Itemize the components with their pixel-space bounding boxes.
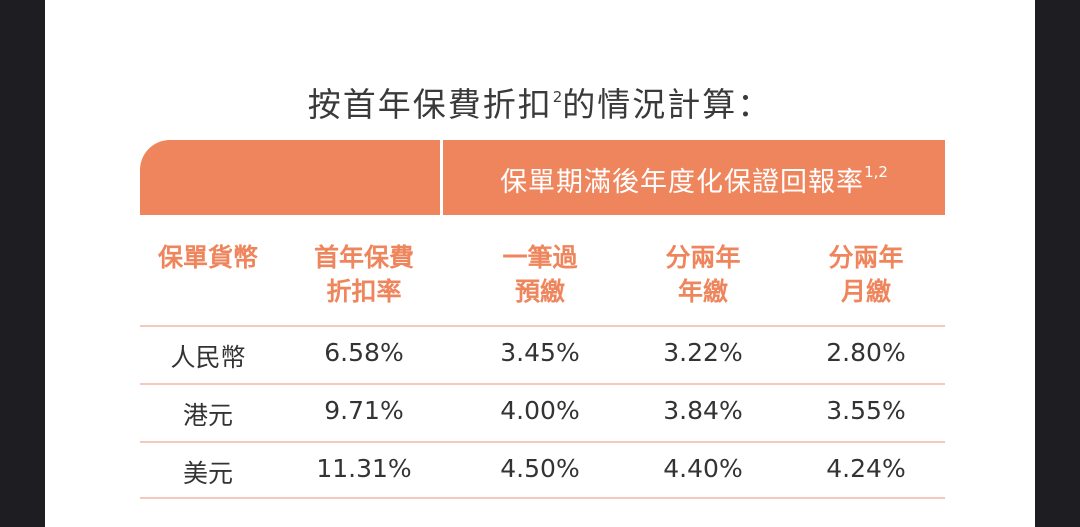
table-cell: 3.22% (663, 338, 743, 367)
column-header-line: 保單貨幣 (157, 243, 258, 272)
group-header-text: 保單期滿後年度化保證回報率 (500, 167, 865, 198)
table-cell: 11.31% (316, 454, 412, 483)
table-cell: 4.24% (826, 454, 906, 483)
group-header-sup: 1,2 (864, 163, 888, 181)
column-header-line: 分兩年 (828, 243, 904, 272)
table-cell: 3.45% (500, 338, 580, 367)
column-header-line: 月繳 (840, 277, 891, 306)
column-header: 分兩年 月繳 (791, 241, 941, 309)
table-cell: 3.55% (826, 396, 906, 425)
table-cell: 9.71% (324, 396, 404, 425)
table-cell: 3.84% (663, 396, 743, 425)
title-text: 按首年保費折扣 (307, 85, 553, 124)
row-rule (140, 441, 945, 443)
group-header: 保單期滿後年度化保證回報率1,2 (443, 160, 945, 199)
row-rule (140, 325, 945, 327)
column-header: 分兩年 年繳 (628, 241, 778, 309)
column-header-line: 分兩年 (665, 243, 741, 272)
table-cell: 4.40% (663, 454, 743, 483)
column-header-line: 預繳 (514, 277, 565, 306)
title-sup: 2 (552, 88, 563, 106)
header-band (140, 140, 440, 215)
column-header: 一筆過 預繳 (465, 241, 615, 309)
column-header-line: 年繳 (677, 277, 728, 306)
column-header-line: 首年保費 (313, 243, 414, 272)
row-rule (140, 497, 945, 499)
table-cell: 港元 (182, 401, 233, 430)
document: 按首年保費折扣2的情況計算： 保單期滿後年度化保證回報率1,2 保單貨幣 首年保費… (45, 0, 1035, 527)
column-header: 保單貨幣 (133, 241, 283, 275)
column-header-line: 一筆過 (502, 243, 578, 272)
table-cell: 美元 (182, 459, 233, 488)
column-header-line: 折扣率 (326, 277, 402, 306)
table-cell: 人民幣 (170, 343, 246, 372)
row-rule (140, 383, 945, 385)
title: 按首年保費折扣2的情況計算： (45, 78, 1035, 126)
table-cell: 4.50% (500, 454, 580, 483)
table-cell: 6.58% (324, 338, 404, 367)
header-band (443, 140, 945, 215)
title-text: 的情況計算： (562, 85, 773, 124)
column-header: 首年保費 折扣率 (289, 241, 439, 309)
table-cell: 4.00% (500, 396, 580, 425)
table-cell: 2.80% (826, 338, 906, 367)
